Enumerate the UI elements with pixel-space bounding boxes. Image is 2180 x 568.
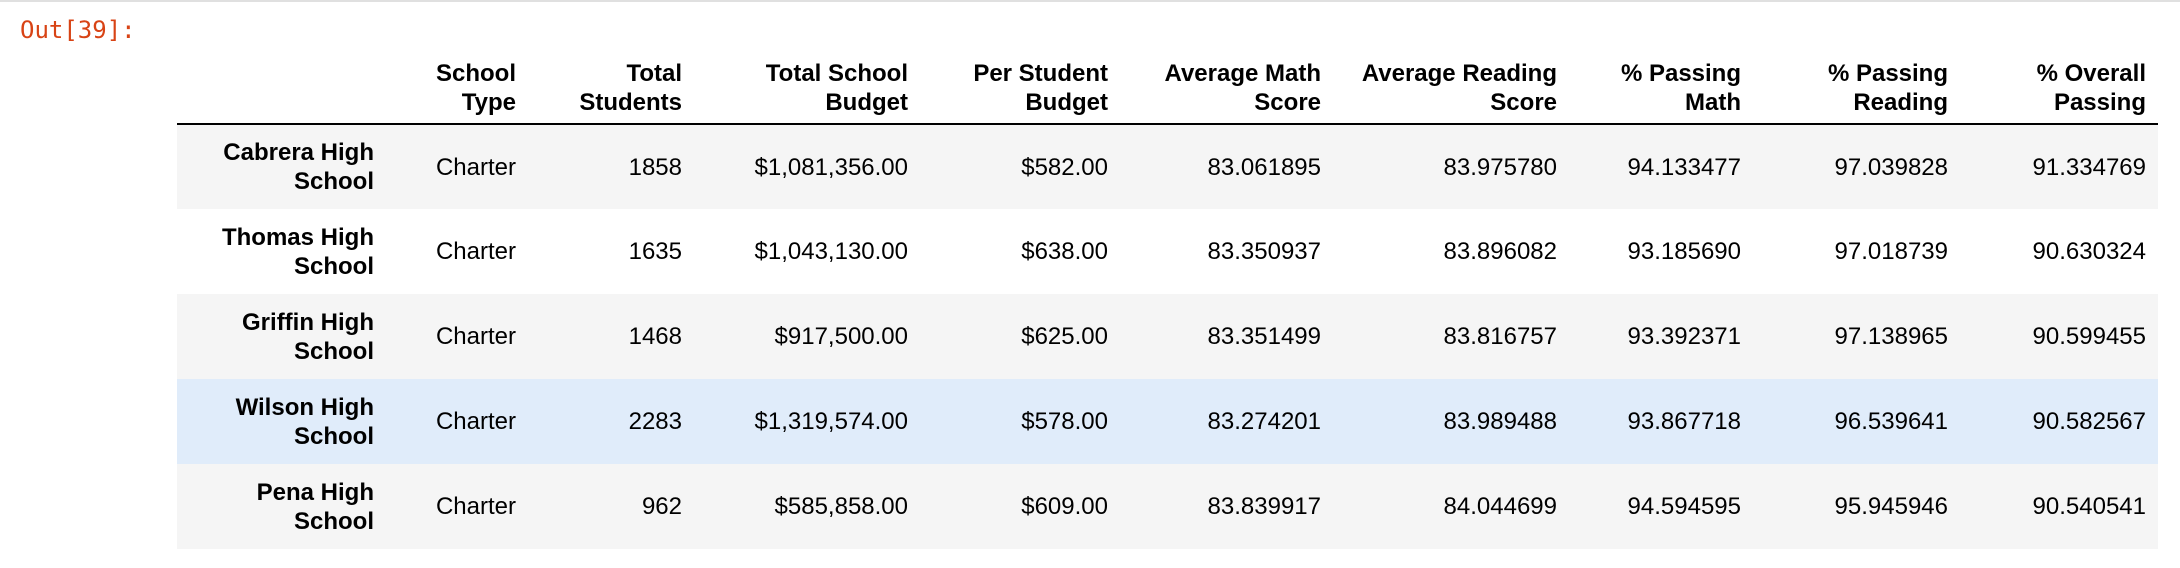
table-cell: $917,500.00 bbox=[774, 323, 908, 350]
row-index: Cabrera High School bbox=[177, 124, 386, 209]
column-header: % Passing Reading bbox=[1753, 46, 1960, 125]
column-header-text: Per Student Budget bbox=[973, 60, 1108, 116]
table-cell: 91.334769 bbox=[2032, 153, 2146, 181]
table-cell: Charter bbox=[435, 493, 516, 520]
table-cell: 83.061895 bbox=[1207, 153, 1321, 181]
table-cell: 97.039828 bbox=[1834, 153, 1948, 181]
column-header: Total School Budget bbox=[694, 46, 920, 125]
table-row: Wilson High School Charter 2283 $1,319,574.… bbox=[177, 379, 2158, 464]
column-header-text: School Type bbox=[435, 60, 516, 116]
table-body: Cabrera High School Charter 1858 $1,081,356… bbox=[177, 124, 2158, 549]
table-cell: 83.989488 bbox=[1443, 408, 1557, 435]
column-header: School Type bbox=[386, 46, 528, 125]
table-cell: 90.582567 bbox=[2032, 408, 2146, 435]
table-row: Griffin High School Charter 1468 $917,500.0… bbox=[177, 294, 2158, 379]
table-cell: 94.133477 bbox=[1627, 153, 1741, 181]
table-row: Thomas High School Charter 1635 $1,043,130.… bbox=[177, 209, 2158, 294]
table-cell: 90.630324 bbox=[2032, 238, 2146, 265]
table-cell: 1858 bbox=[628, 153, 682, 181]
table-cell: $1,081,356.00 bbox=[754, 153, 908, 181]
table-row: Cabrera High School Charter 1858 $1,081,356… bbox=[177, 124, 2158, 209]
table-cell: 1635 bbox=[628, 238, 682, 265]
table-cell: 83.839917 bbox=[1207, 493, 1321, 520]
table-cell: 95.945946 bbox=[1834, 493, 1948, 520]
table-cell: 1468 bbox=[628, 323, 682, 350]
table-cell: Charter bbox=[435, 323, 516, 350]
table-cell: $638.00 bbox=[1021, 238, 1108, 265]
dataframe-table: School Type Total Students Total School Bu… bbox=[177, 46, 2158, 549]
table-cell: $578.00 bbox=[1021, 408, 1108, 435]
column-header-text: Total Students bbox=[579, 60, 682, 116]
table-cell: 97.018739 bbox=[1834, 238, 1948, 265]
column-header: Average Reading Score bbox=[1333, 46, 1569, 125]
table-cell: Charter bbox=[435, 408, 516, 435]
table-cell: 2283 bbox=[628, 408, 682, 435]
column-header-text: Average Reading Score bbox=[1361, 60, 1557, 116]
table-cell: 94.594595 bbox=[1627, 493, 1741, 520]
table-cell: 93.392371 bbox=[1627, 323, 1741, 350]
output-label: Out[39]: bbox=[20, 16, 136, 44]
column-header: Per Student Budget bbox=[920, 46, 1120, 125]
table-header: School Type Total Students Total School Bu… bbox=[177, 46, 2158, 125]
column-header-text: % Passing Math bbox=[1620, 60, 1741, 116]
table-cell: 83.351499 bbox=[1207, 323, 1321, 350]
table-cell: 83.350937 bbox=[1207, 238, 1321, 265]
column-header-text: Average Math Score bbox=[1164, 60, 1322, 116]
column-header: Average Math Score bbox=[1120, 46, 1333, 125]
column-header: Total Students bbox=[528, 46, 694, 125]
row-index: Wilson High School bbox=[177, 379, 386, 464]
table-cell: $609.00 bbox=[1021, 493, 1108, 520]
row-index-text: Thomas High School bbox=[221, 223, 374, 280]
index-header bbox=[177, 46, 386, 125]
table-cell: $585,858.00 bbox=[774, 493, 908, 520]
table-cell: 93.185690 bbox=[1627, 238, 1741, 265]
table-cell: 93.867718 bbox=[1627, 408, 1741, 435]
table-cell: $1,319,574.00 bbox=[754, 408, 908, 435]
column-header: % Passing Math bbox=[1569, 46, 1753, 125]
table-cell: 96.539641 bbox=[1834, 408, 1948, 435]
cell-border bbox=[0, 0, 2180, 2]
table-cell: Charter bbox=[435, 153, 516, 181]
table-cell: 83.816757 bbox=[1443, 323, 1557, 350]
table-cell: 962 bbox=[641, 493, 682, 520]
table-cell: $625.00 bbox=[1021, 323, 1108, 350]
column-header-text: Total School Budget bbox=[765, 60, 908, 116]
row-index: Griffin High School bbox=[177, 294, 386, 379]
table-cell: 84.044699 bbox=[1443, 493, 1557, 520]
row-index: Pena High School bbox=[177, 464, 386, 549]
table-cell: 90.540541 bbox=[2032, 493, 2146, 520]
row-index-text: Pena High School bbox=[256, 478, 374, 535]
row-index: Thomas High School bbox=[177, 209, 386, 294]
row-index-text: Wilson High School bbox=[235, 393, 374, 450]
table-cell: $1,043,130.00 bbox=[754, 238, 908, 265]
column-header: % Overall Passing bbox=[1960, 46, 2158, 125]
header-row: School Type Total Students Total School Bu… bbox=[177, 46, 2158, 125]
table-cell: 83.975780 bbox=[1443, 153, 1557, 181]
table-cell: $582.00 bbox=[1021, 153, 1108, 181]
row-index-text: Griffin High School bbox=[242, 308, 374, 365]
column-header-text: % Overall Passing bbox=[2036, 60, 2146, 116]
table-cell: Charter bbox=[435, 238, 516, 265]
row-index-text: Cabrera High School bbox=[223, 139, 374, 195]
table-cell: 90.599455 bbox=[2032, 323, 2146, 350]
table-cell: 83.896082 bbox=[1443, 238, 1557, 265]
table-cell: 83.274201 bbox=[1207, 408, 1321, 435]
table-cell: 97.138965 bbox=[1834, 323, 1948, 350]
column-header-text: % Passing Reading bbox=[1827, 60, 1948, 116]
table-row: Pena High School Charter 962 $585,858.00 $60… bbox=[177, 464, 2158, 549]
